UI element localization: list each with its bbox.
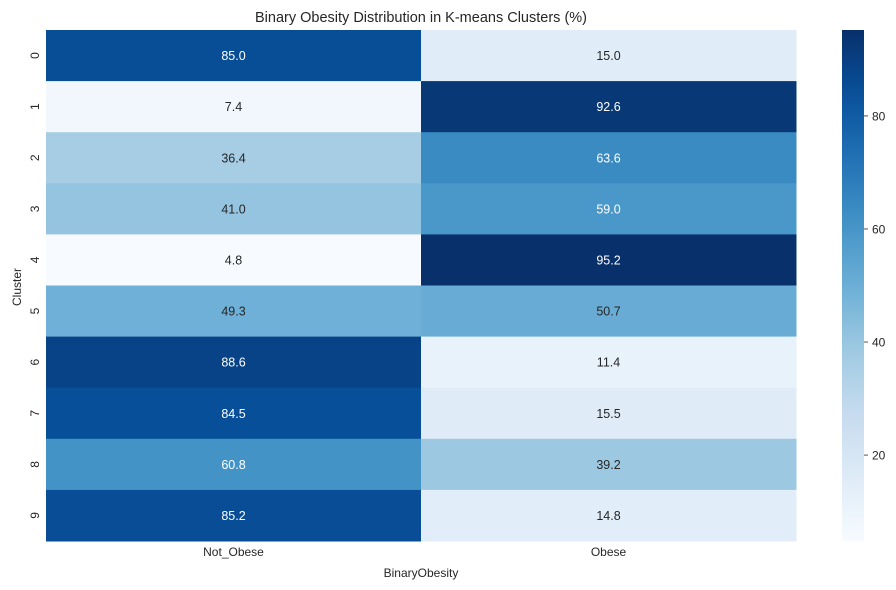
colorbar-tick-label: 80	[872, 109, 886, 123]
y-tick-label: 0	[28, 52, 42, 59]
heatmap-cell	[421, 132, 797, 184]
cell-value-label: 50.7	[596, 305, 620, 319]
heatmap-cell	[421, 489, 797, 542]
heatmap-cells	[46, 30, 797, 542]
cell-value-label: 60.8	[221, 458, 245, 472]
heatmap-cell	[421, 285, 797, 338]
heatmap-cell	[46, 285, 422, 338]
heatmap-cell	[421, 81, 797, 133]
heatmap-cell	[46, 489, 422, 542]
cell-value-label: 41.0	[221, 202, 245, 216]
cell-value-label: 4.8	[225, 253, 242, 267]
cell-value-label: 84.5	[221, 407, 245, 421]
colorbar-gradient	[842, 30, 864, 541]
y-tick-label: 3	[28, 205, 42, 212]
y-tick-label: 1	[28, 103, 42, 110]
cell-value-label: 95.2	[596, 253, 620, 267]
colorbar-ticks: 20 40 60 80	[864, 109, 886, 463]
heatmap-cell	[46, 387, 422, 440]
heatmap-cell	[421, 336, 797, 389]
heatmap-cell	[46, 30, 422, 82]
cell-value-label: 36.4	[221, 151, 245, 165]
chart-title: Binary Obesity Distribution in K-means C…	[255, 10, 587, 26]
heatmap-cell	[421, 234, 797, 286]
heatmap-cell	[46, 438, 422, 491]
colorbar-tick-label: 60	[872, 222, 886, 236]
cell-value-label: 92.6	[596, 100, 620, 114]
y-tick-label: 9	[28, 512, 42, 519]
y-tick-label: 6	[28, 358, 42, 365]
heatmap-cell	[46, 234, 422, 286]
cell-value-label: 63.6	[596, 151, 620, 165]
x-tick-label: Not_Obese	[203, 545, 264, 559]
colorbar: 20 40 60 80	[842, 30, 886, 541]
cell-value-label: 11.4	[597, 356, 620, 370]
y-axis-label: Cluster	[10, 268, 24, 306]
heatmap-cell	[421, 183, 797, 235]
x-axis-ticks: Not_Obese Obese	[203, 545, 626, 559]
colorbar-tick-label: 20	[872, 449, 886, 463]
cell-value-label: 59.0	[596, 202, 620, 216]
cell-value-label: 7.4	[225, 100, 242, 114]
cell-value-label: 85.0	[221, 49, 245, 63]
heatmap-cell	[421, 387, 797, 440]
cell-value-label: 15.5	[596, 407, 620, 421]
y-tick-label: 8	[28, 461, 42, 468]
x-axis-label: BinaryObesity	[384, 566, 459, 580]
cell-value-label: 88.6	[221, 356, 245, 370]
cell-value-label: 49.3	[221, 305, 245, 319]
y-tick-label: 4	[28, 256, 42, 263]
heatmap-cell	[46, 183, 422, 235]
cell-value-label: 39.2	[596, 458, 620, 472]
cell-value-label: 14.8	[596, 509, 620, 523]
y-axis-ticks: 0 1 2 3 4 5 6 7 8 9	[28, 52, 42, 519]
cell-value-label: 15.0	[596, 49, 620, 63]
y-tick-label: 5	[28, 307, 42, 314]
heatmap-cell	[46, 132, 422, 184]
heatmap-cell	[421, 438, 797, 491]
y-tick-label: 2	[28, 154, 42, 161]
y-tick-label: 7	[28, 410, 42, 417]
heatmap-cell	[46, 81, 422, 133]
colorbar-tick-label: 40	[872, 336, 886, 350]
heatmap-cell	[421, 30, 797, 82]
x-tick-label: Obese	[591, 545, 627, 559]
heatmap-cell-labels: 85.0 15.0 7.4 92.6 36.4 63.6 41.0 59.0 4.8 95.2 49…	[221, 49, 620, 523]
cell-value-label: 85.2	[221, 509, 245, 523]
heatmap-cell	[46, 336, 422, 389]
